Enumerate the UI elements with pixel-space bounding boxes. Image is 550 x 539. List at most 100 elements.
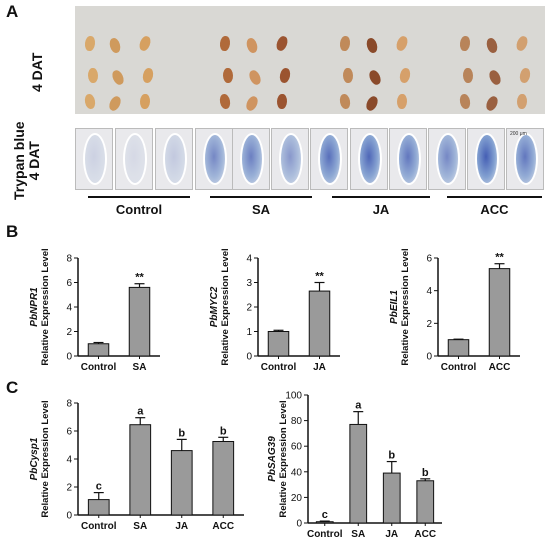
- y-tick-label: 100: [285, 391, 302, 402]
- stained-embryo: [358, 133, 382, 185]
- stained-embryo: [318, 133, 342, 185]
- x-tick-label: Control: [261, 362, 297, 373]
- significance-label: c: [96, 481, 102, 493]
- bar: [308, 290, 331, 357]
- scale-bar-label: 200 μm: [510, 131, 527, 137]
- bar: [129, 424, 152, 516]
- y-tick-label: 4: [426, 286, 432, 297]
- y-axis-label: Relative Expression Level: [40, 248, 51, 365]
- y-tick-label: 0: [246, 352, 252, 363]
- y-tick-label: 60: [291, 442, 303, 453]
- panel-letter-c: C: [6, 378, 19, 397]
- trypan-seed-tile: [115, 128, 153, 190]
- seed: [458, 93, 472, 110]
- bar: [87, 343, 110, 357]
- seed: [514, 34, 530, 53]
- bar: [212, 441, 235, 516]
- seed: [219, 35, 231, 52]
- group-label-control: Control: [88, 196, 190, 217]
- seed-photo: [75, 6, 545, 114]
- gene-label: PbEIL1: [389, 290, 400, 324]
- x-tick-label: JA: [175, 521, 188, 532]
- y-tick-label: 6: [426, 254, 432, 265]
- y-tick-label: 8: [66, 254, 72, 265]
- gene-label: PbMYC2: [209, 286, 220, 327]
- seed: [247, 68, 263, 87]
- bar: [447, 339, 470, 357]
- stained-embryo: [397, 133, 421, 185]
- trypan-seed-tile: [75, 128, 113, 190]
- stained-embryo: [240, 133, 264, 185]
- seed: [394, 34, 410, 53]
- bar: [170, 450, 193, 516]
- x-tick-label: Control: [81, 362, 117, 373]
- gene-label: PbNPR1: [29, 287, 40, 327]
- trypan-seed-tile: [310, 128, 348, 190]
- seed: [108, 36, 122, 55]
- seed: [516, 93, 528, 110]
- group-label-ja: JA: [332, 196, 430, 217]
- y-axis-label: Relative Expression Level: [400, 248, 411, 365]
- trypan-seed-tile: [389, 128, 427, 190]
- bar: [128, 286, 151, 357]
- seed: [110, 68, 126, 87]
- group-label-acc: ACC: [447, 196, 542, 217]
- seed: [339, 35, 351, 52]
- seed: [139, 93, 151, 110]
- bar: [87, 499, 110, 516]
- seed: [462, 67, 474, 84]
- seed-group-control: [83, 6, 165, 114]
- stained-embryo: [436, 133, 460, 185]
- y-tick-label: 20: [291, 493, 303, 504]
- seed-group-ja: [335, 6, 425, 114]
- seed: [245, 36, 259, 55]
- y-tick-label: 2: [246, 303, 252, 314]
- seed-group-acc: [455, 6, 535, 114]
- seed: [83, 93, 97, 110]
- x-tick-label: SA: [133, 362, 147, 373]
- y-tick-label: 0: [66, 352, 72, 363]
- x-tick-label: ACC: [489, 362, 511, 373]
- seed: [338, 93, 352, 110]
- y-tick-label: 2: [426, 319, 432, 330]
- x-tick-label: Control: [307, 529, 343, 539]
- seed: [222, 67, 234, 84]
- seed: [398, 67, 412, 84]
- y-tick-label: 0: [426, 352, 432, 363]
- x-tick-label: Control: [441, 362, 477, 373]
- significance-label: a: [355, 400, 362, 412]
- bar: [349, 423, 368, 524]
- bar: [315, 521, 334, 524]
- seed: [367, 68, 383, 87]
- stained-embryo: [475, 133, 499, 185]
- significance-label: b: [220, 425, 227, 437]
- seed: [84, 35, 96, 52]
- gene-label: PbCysp1: [29, 437, 40, 480]
- y-tick-label: 0: [296, 519, 302, 530]
- y-tick-label: 8: [66, 399, 72, 410]
- significance-label: b: [422, 467, 429, 479]
- trypan-seed-tile: [428, 128, 466, 190]
- stained-embryo: [123, 133, 147, 185]
- gene-label: PbSAG39: [267, 436, 278, 482]
- x-tick-label: JA: [385, 529, 398, 539]
- stained-embryo: [203, 133, 227, 185]
- significance-label: c: [322, 509, 328, 521]
- seed: [278, 67, 292, 84]
- seed: [365, 36, 379, 55]
- y-tick-label: 6: [66, 278, 72, 289]
- y-tick-label: 4: [66, 303, 72, 314]
- significance-label: b: [178, 427, 185, 439]
- group-label-sa: SA: [210, 196, 312, 217]
- seed: [87, 67, 99, 84]
- stained-embryo: [279, 133, 303, 185]
- trypan-seed-tile: [467, 128, 505, 190]
- seed: [141, 67, 155, 84]
- trypan-seed-tile: [232, 128, 270, 190]
- seed: [485, 36, 499, 55]
- trypan-seed-tile: [195, 128, 233, 190]
- significance-label: b: [388, 450, 395, 462]
- y-tick-label: 40: [291, 467, 303, 478]
- trypan-seed-tile: [350, 128, 388, 190]
- chart-pbcysp1: 0 2 4 6 8 PbCysp1 Relative Expression Level c Co…: [29, 399, 244, 532]
